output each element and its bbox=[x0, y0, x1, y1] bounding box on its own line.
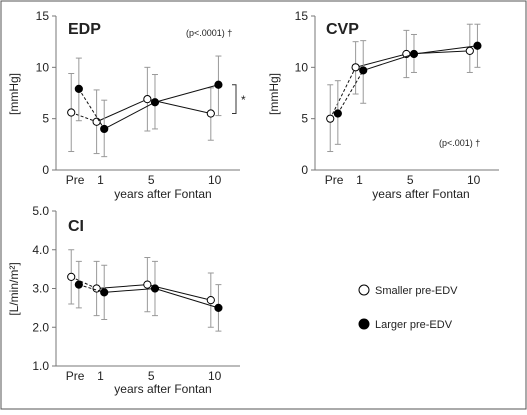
panel-title: CI bbox=[68, 218, 84, 235]
y-tick-label: 0 bbox=[301, 163, 308, 177]
x-axis-label: years after Fontan bbox=[114, 382, 211, 396]
series-line-segment bbox=[413, 45, 478, 55]
legend: Smaller pre-EDV Larger pre-EDV bbox=[358, 284, 458, 331]
y-tick-label: 0 bbox=[42, 163, 49, 177]
data-point-filled bbox=[214, 80, 223, 89]
x-tick-label: 10 bbox=[208, 173, 222, 187]
x-axis-label: years after Fontan bbox=[372, 187, 469, 201]
x-tick-label: Pre bbox=[325, 173, 344, 187]
x-axis-label: years after Fontan bbox=[114, 187, 211, 201]
series-line-segment bbox=[103, 101, 156, 130]
panel-title: EDP bbox=[68, 21, 101, 38]
data-point-filled bbox=[359, 66, 368, 75]
y-axis-label: [L/min/m²] bbox=[7, 262, 21, 315]
series-line-segment bbox=[78, 284, 105, 293]
series-line-segment bbox=[154, 288, 219, 309]
significance-bracket bbox=[232, 84, 237, 115]
series-line-segment bbox=[78, 88, 105, 130]
y-tick-label: 10 bbox=[36, 60, 50, 74]
y-tick-label: 5.0 bbox=[32, 204, 49, 218]
y-tick-label: 4.0 bbox=[32, 243, 49, 257]
series-line-segment bbox=[71, 112, 97, 123]
legend-marker-filled bbox=[358, 318, 370, 330]
series-line-segment bbox=[104, 288, 156, 293]
y-axis-label: [mmHg] bbox=[7, 73, 21, 115]
data-point-open bbox=[92, 117, 101, 126]
x-tick-label: 5 bbox=[148, 173, 155, 187]
series-line-segment bbox=[96, 98, 148, 123]
series-line-segment bbox=[363, 53, 415, 71]
x-tick-label: 10 bbox=[467, 173, 481, 187]
panel-title: CVP bbox=[326, 21, 359, 38]
series-line-segment bbox=[355, 53, 407, 68]
data-point-open bbox=[326, 114, 335, 123]
data-point-open bbox=[206, 109, 215, 118]
data-point-filled bbox=[409, 49, 419, 59]
y-axis-label: [mmHg] bbox=[267, 73, 281, 115]
data-point-filled bbox=[100, 124, 109, 134]
y-tick-label: 1.0 bbox=[32, 359, 49, 373]
y-tick-label: 2.0 bbox=[32, 320, 49, 334]
y-tick-label: 5 bbox=[301, 112, 308, 126]
significance-star: * bbox=[241, 93, 246, 107]
x-tick-label: 1 bbox=[97, 369, 104, 383]
legend-label: Larger pre-EDV bbox=[375, 319, 453, 331]
data-point-filled bbox=[473, 41, 482, 50]
data-point-open bbox=[465, 46, 474, 56]
data-point-open bbox=[206, 296, 215, 305]
series-line-segment bbox=[96, 284, 148, 289]
p-value-annotation: (p<.001) † bbox=[439, 138, 480, 148]
x-tick-label: 10 bbox=[208, 369, 222, 383]
series-line-segment bbox=[329, 67, 357, 119]
data-point-filled bbox=[333, 109, 342, 118]
data-point-filled bbox=[74, 280, 83, 289]
data-point-filled bbox=[100, 288, 109, 297]
x-tick-label: 1 bbox=[356, 173, 363, 187]
data-point-filled bbox=[150, 284, 160, 293]
series-line-segment bbox=[154, 84, 219, 103]
data-point-open bbox=[67, 272, 76, 281]
panel-ci: CI [L/min/m²] years after Fontan 1.0 2.0 3… bbox=[7, 204, 240, 396]
data-point-open bbox=[67, 108, 76, 117]
data-point-open bbox=[143, 95, 152, 104]
data-point-open bbox=[143, 280, 152, 289]
panel-edp: EDP [mmHg] years after Fontan (p<.0001) … bbox=[7, 9, 246, 201]
panel-cvp: CVP [mmHg] years after Fontan (p<.001) †… bbox=[267, 9, 499, 201]
data-point-filled bbox=[74, 84, 83, 93]
legend-marker-open bbox=[358, 284, 370, 296]
y-tick-label: 3.0 bbox=[32, 282, 49, 296]
data-point-open bbox=[351, 63, 360, 72]
x-tick-label: 5 bbox=[148, 369, 155, 383]
x-tick-label: 5 bbox=[407, 173, 414, 187]
series-line-segment bbox=[337, 70, 364, 114]
x-tick-label: 1 bbox=[97, 173, 104, 187]
x-tick-label: Pre bbox=[66, 369, 85, 383]
x-tick-label: Pre bbox=[66, 173, 85, 187]
y-tick-label: 15 bbox=[36, 9, 50, 23]
y-tick-label: 10 bbox=[295, 60, 309, 74]
data-point-filled bbox=[214, 303, 223, 312]
legend-label: Smaller pre-EDV bbox=[375, 285, 458, 297]
y-tick-label: 5 bbox=[42, 112, 49, 126]
data-point-filled bbox=[150, 98, 160, 107]
p-value-annotation: (p<.0001) † bbox=[186, 28, 232, 38]
y-tick-label: 15 bbox=[295, 9, 309, 23]
